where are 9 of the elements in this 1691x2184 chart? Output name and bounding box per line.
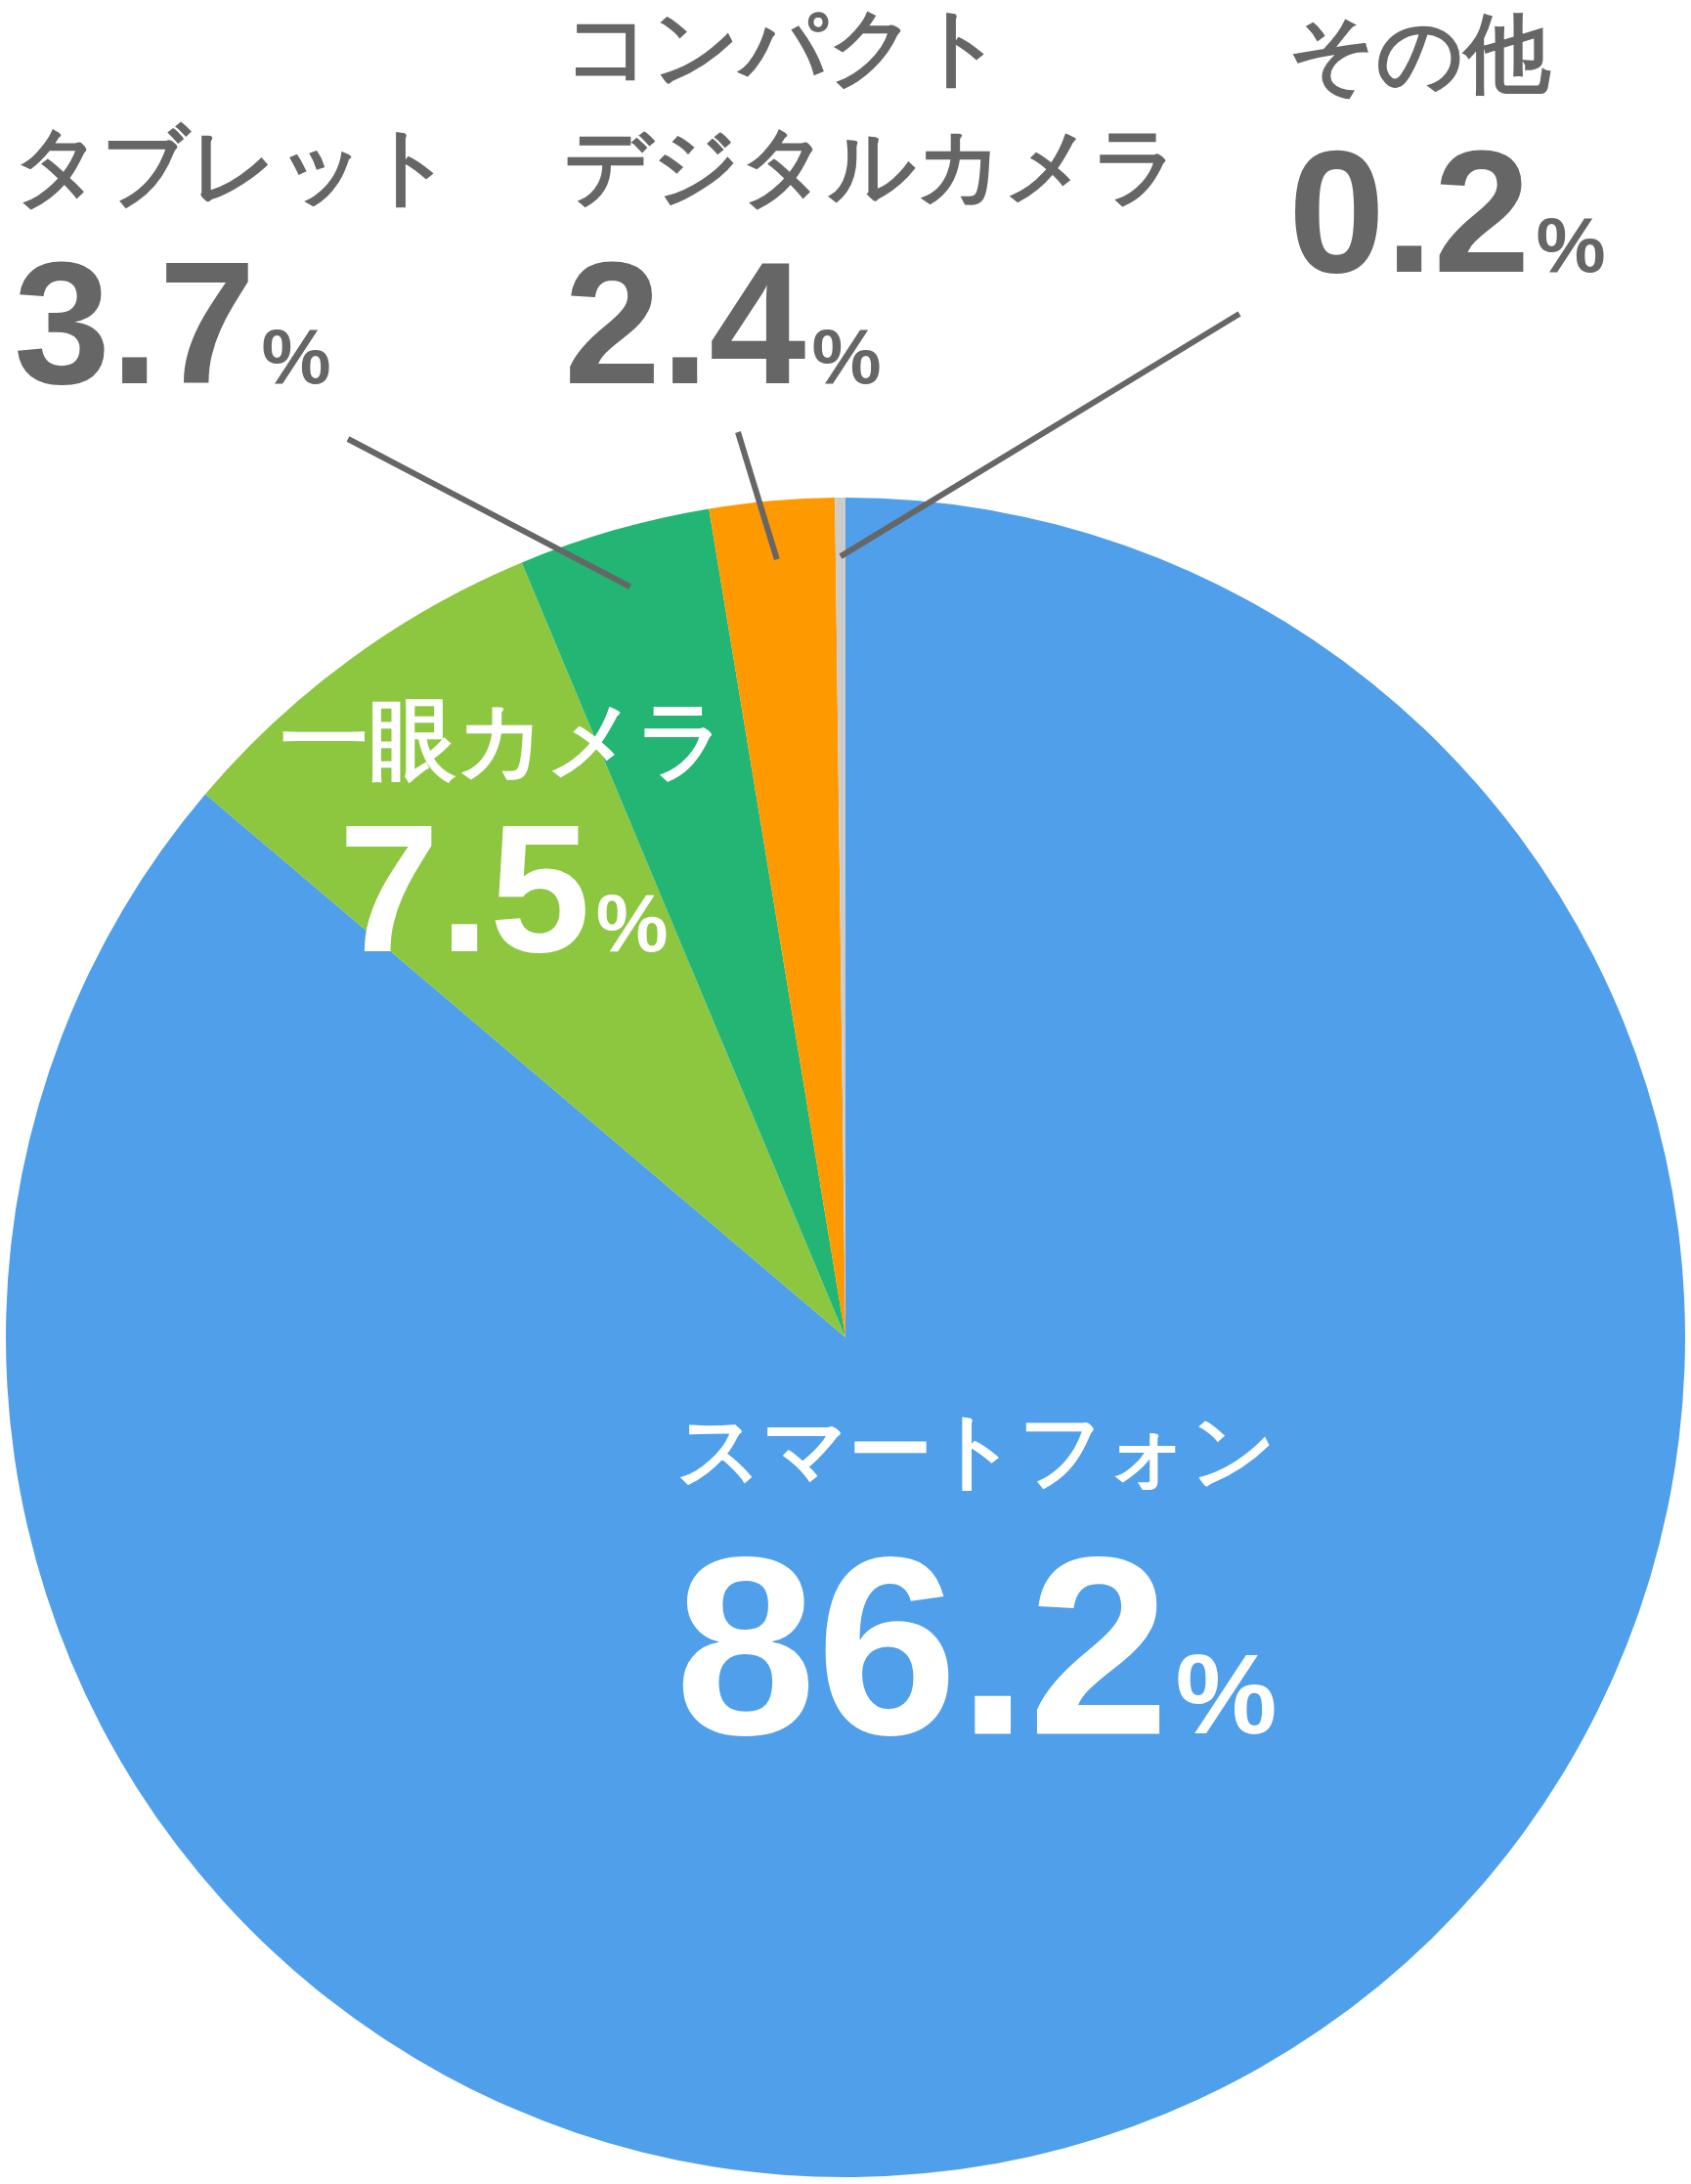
slice-label: スマートフォン [675, 1403, 1277, 1498]
data-label: 0.2% [1288, 114, 1606, 309]
data-label: 3.7% [14, 226, 331, 420]
data-label: 7.5% [338, 787, 669, 989]
data-label: 2.4% [564, 226, 882, 420]
slice-label: タブレット [14, 117, 454, 214]
data-label: 86.2% [674, 1504, 1278, 1788]
slice-label: コンパクトデジタルカメラ [564, 0, 1180, 214]
slice-label: その他 [1288, 5, 1551, 102]
